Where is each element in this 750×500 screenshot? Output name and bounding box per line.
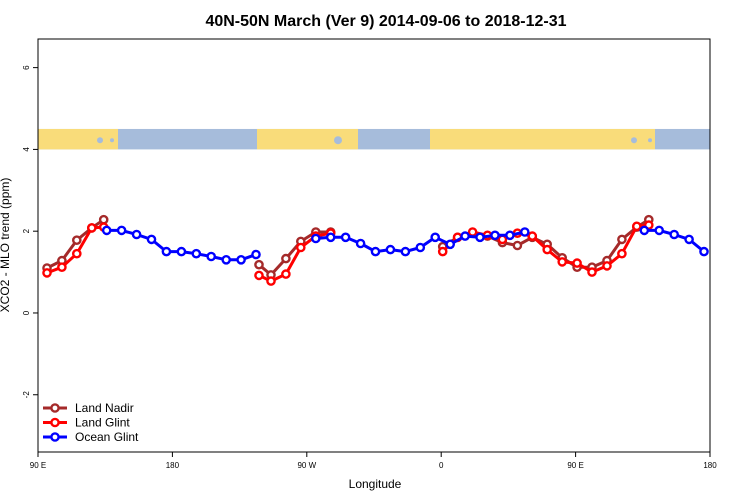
data-point-ocean-glint (385, 244, 396, 255)
data-point-land-glint (281, 269, 291, 279)
x-tick-label: 180 (703, 461, 717, 470)
data-point-ocean-glint (146, 234, 157, 245)
series-land-glint (42, 220, 654, 286)
y-axis: -2 0 2 4 6 (22, 65, 38, 398)
y-tick-label: -2 (22, 391, 31, 399)
data-point-ocean-glint (490, 230, 500, 241)
map-land (430, 128, 655, 150)
map-strip (38, 128, 710, 150)
data-point-land-glint (254, 270, 264, 281)
legend-marker (50, 403, 60, 413)
data-point-ocean-glint (101, 225, 112, 236)
x-axis: 90 E 180 90 W 0 90 E 180 (30, 452, 717, 470)
y-axis-label: XCO2 - MLO trend (ppm) (0, 178, 12, 313)
data-point-land-glint (87, 223, 97, 233)
data-point-land-glint (266, 276, 276, 286)
data-point-land-glint (467, 227, 478, 237)
map-ocean (110, 138, 114, 143)
data-point-ocean-glint (221, 254, 231, 265)
data-point-land-glint (527, 231, 538, 241)
data-point-land-glint (437, 246, 448, 257)
data-point-ocean-glint (161, 246, 172, 257)
data-point-ocean-glint (355, 238, 366, 249)
data-point-land-glint (602, 261, 612, 271)
data-point-land-glint (72, 248, 82, 259)
data-point-land-nadir (98, 214, 109, 225)
legend-item-ocean-glint: Ocean Glint (43, 430, 139, 444)
x-tick-label: 0 (439, 461, 444, 470)
series-land-nadir (42, 214, 654, 280)
legend-item-land-glint: Land Glint (43, 416, 130, 430)
x-tick-label: 90 E (567, 461, 583, 470)
data-point-land-nadir (512, 240, 523, 251)
data-point-ocean-glint (684, 234, 694, 245)
data-point-land-glint (617, 248, 627, 259)
data-point-ocean-glint (669, 229, 680, 240)
map-ocean (631, 137, 637, 144)
legend-marker (50, 417, 60, 428)
data-point-ocean-glint (639, 225, 650, 236)
data-point-land-nadir (281, 253, 291, 264)
map-ocean (334, 136, 342, 145)
data-point-ocean-glint (699, 246, 709, 257)
data-point-land-nadir (617, 234, 627, 245)
legend-item-land-nadir: Land Nadir (43, 401, 134, 415)
data-point-ocean-glint (236, 254, 246, 265)
map-land (257, 128, 358, 150)
data-point-land-glint (42, 268, 52, 278)
x-tick-label: 90 E (30, 461, 46, 470)
data-point-ocean-glint (400, 246, 411, 257)
data-point-ocean-glint (460, 231, 470, 241)
map-ocean (97, 137, 103, 144)
plot-frame (37, 38, 711, 453)
y-tick-label: 0 (22, 310, 31, 315)
data-point-ocean-glint (191, 248, 202, 259)
data-point-land-glint (587, 267, 597, 277)
chart-title: 40N-50N March (Ver 9) 2014-09-06 to 2018… (205, 13, 566, 30)
data-point-ocean-glint (370, 246, 381, 257)
x-axis-label: Longitude (349, 477, 402, 491)
y-tick-label: 4 (22, 147, 31, 152)
legend-label: Ocean Glint (75, 430, 139, 444)
legend-marker (50, 432, 60, 442)
data-point-land-glint (57, 262, 67, 273)
data-point-land-glint (497, 234, 508, 245)
map-ocean (648, 138, 652, 143)
data-point-ocean-glint (654, 225, 665, 236)
data-point-ocean-glint (206, 251, 216, 262)
data-point-land-nadir (72, 235, 82, 245)
data-point-land-glint (557, 257, 568, 267)
data-point-ocean-glint (340, 232, 351, 243)
y-tick-label: 6 (22, 65, 31, 70)
data-point-ocean-glint (251, 249, 261, 260)
legend-label: Land Glint (75, 416, 130, 430)
y-tick-label: 2 (22, 228, 31, 233)
data-point-ocean-glint (116, 225, 127, 236)
data-point-ocean-glint (520, 227, 530, 237)
data-point-land-nadir (254, 259, 264, 270)
data-point-ocean-glint (430, 232, 441, 243)
data-point-ocean-glint (505, 230, 515, 241)
x-tick-label: 90 W (297, 461, 316, 470)
data-point-ocean-glint (445, 239, 456, 250)
data-point-ocean-glint (176, 246, 187, 257)
data-point-ocean-glint (131, 229, 142, 240)
data-point-ocean-glint (415, 242, 426, 253)
map-land (38, 128, 118, 150)
legend-label: Land Nadir (75, 401, 134, 415)
data-point-land-glint (572, 258, 582, 268)
x-tick-label: 180 (166, 461, 180, 470)
data-point-ocean-glint (325, 232, 336, 243)
data-point-land-glint (632, 221, 642, 232)
data-point-land-glint (295, 242, 306, 253)
data-point-ocean-glint (310, 233, 321, 244)
data-point-land-glint (542, 244, 553, 255)
data-point-ocean-glint (475, 232, 485, 243)
series-ocean-glint (101, 225, 709, 265)
series-layer (42, 214, 709, 286)
